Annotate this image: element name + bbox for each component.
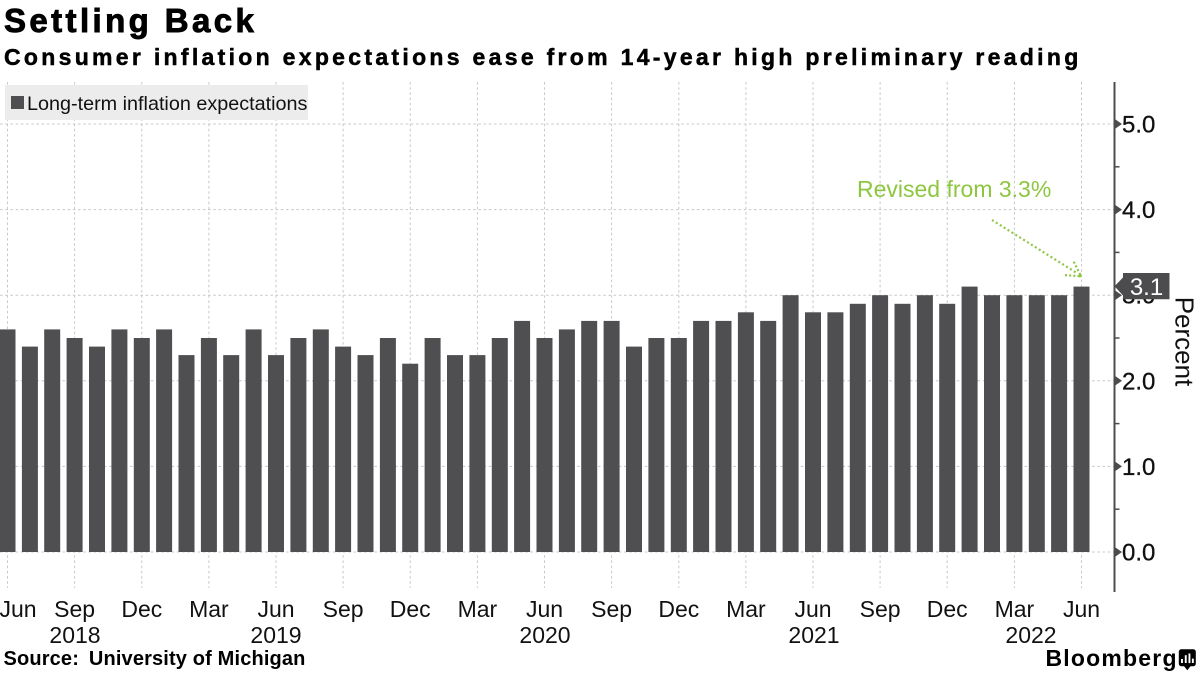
svg-text:Percent: Percent xyxy=(1170,297,1200,387)
svg-text:2021: 2021 xyxy=(788,622,839,648)
svg-text:Dec: Dec xyxy=(658,596,699,622)
svg-text:2022: 2022 xyxy=(1005,622,1056,648)
svg-text:2018: 2018 xyxy=(49,622,100,648)
svg-text:0.0: 0.0 xyxy=(1122,540,1155,567)
svg-text:Mar: Mar xyxy=(995,596,1035,622)
svg-text:Mar: Mar xyxy=(726,596,766,622)
svg-text:Revised from 3.3%: Revised from 3.3% xyxy=(857,176,1051,202)
svg-text:Jun: Jun xyxy=(1063,596,1100,622)
svg-text:2019: 2019 xyxy=(250,622,301,648)
svg-text:4.0: 4.0 xyxy=(1122,197,1155,224)
svg-text:2.0: 2.0 xyxy=(1122,368,1155,395)
svg-text:Source: University of Michiga: Source: University of Michigan xyxy=(4,648,306,670)
svg-text:Mar: Mar xyxy=(458,596,498,622)
svg-text:Dec: Dec xyxy=(927,596,968,622)
svg-text:Jun: Jun xyxy=(794,596,831,622)
svg-text:Jun: Jun xyxy=(257,596,294,622)
svg-text:Dec: Dec xyxy=(121,596,162,622)
svg-text:Jun: Jun xyxy=(0,596,37,622)
svg-text:Dec: Dec xyxy=(390,596,431,622)
svg-text:Sep: Sep xyxy=(54,596,95,622)
svg-text:Mar: Mar xyxy=(189,596,229,622)
svg-text:5.0: 5.0 xyxy=(1122,112,1155,139)
svg-text:Bloomberg: Bloomberg xyxy=(1046,645,1178,671)
svg-text:1.0: 1.0 xyxy=(1122,454,1155,481)
svg-text:3.1: 3.1 xyxy=(1130,274,1163,301)
svg-text:Sep: Sep xyxy=(860,596,901,622)
svg-text:Sep: Sep xyxy=(323,596,364,622)
svg-text:Long-term inflation expectatio: Long-term inflation expectations xyxy=(27,93,308,115)
svg-text:Sep: Sep xyxy=(591,596,632,622)
svg-text:2020: 2020 xyxy=(519,622,570,648)
svg-text:Jun: Jun xyxy=(526,596,563,622)
